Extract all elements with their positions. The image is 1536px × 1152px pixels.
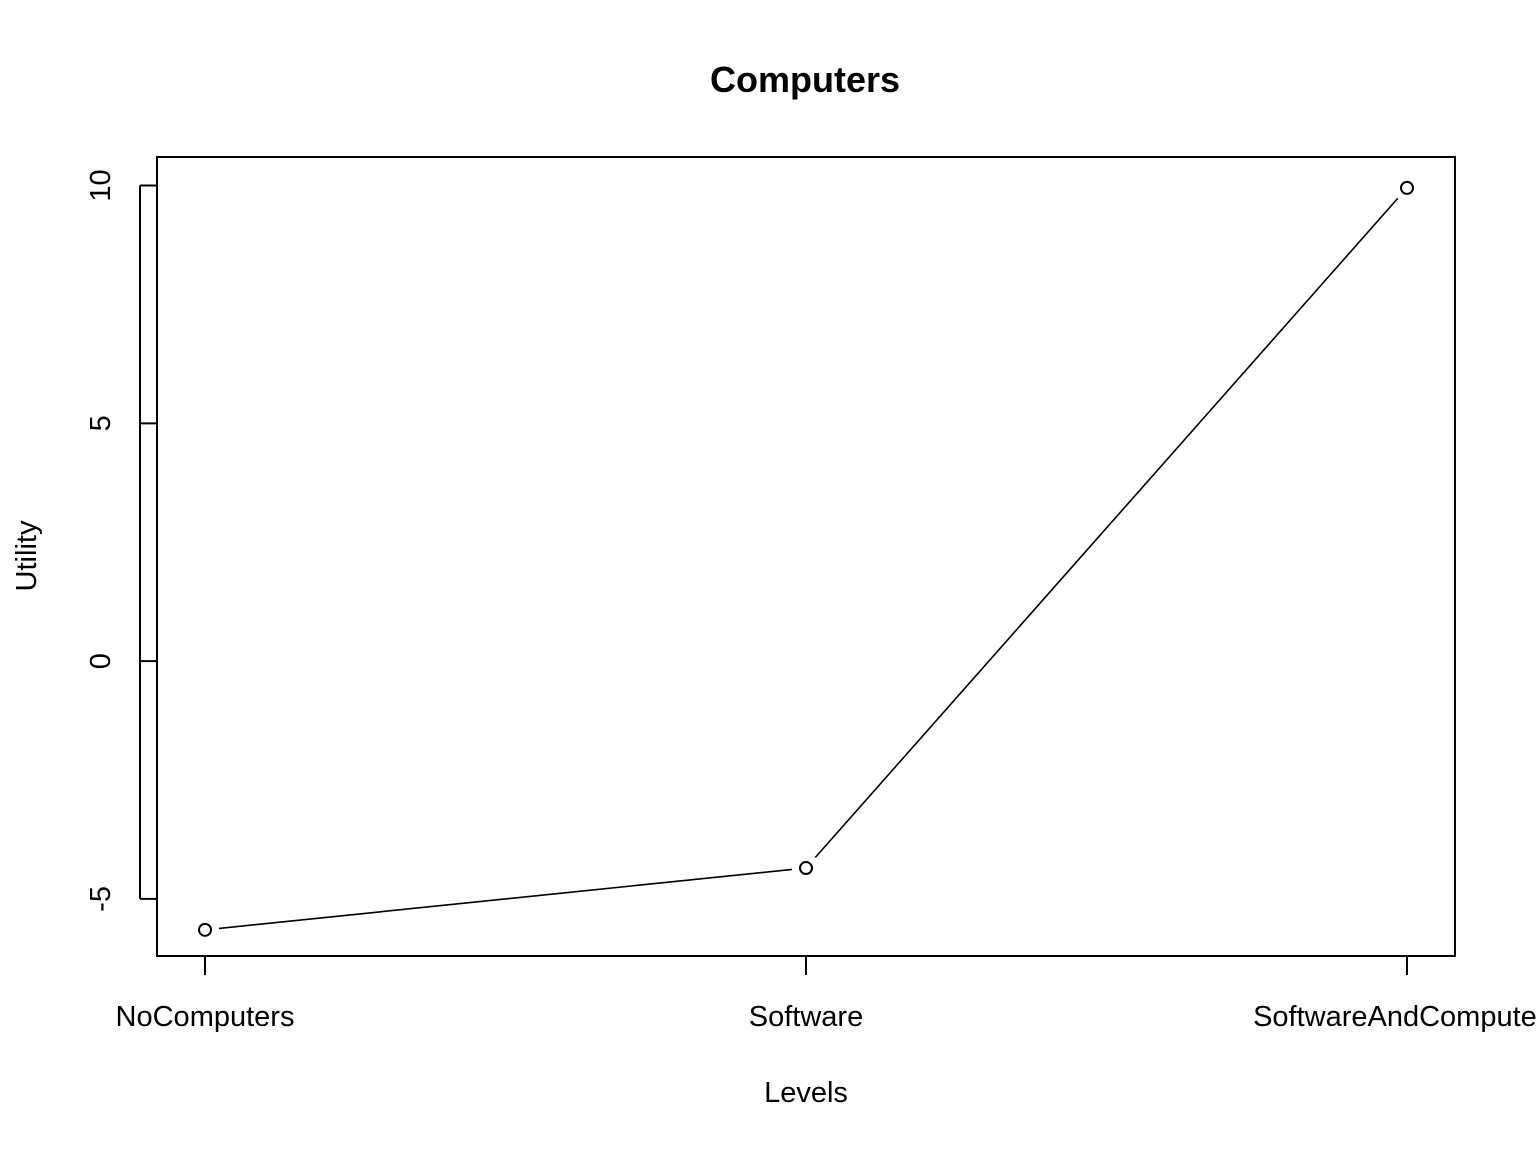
y-axis: -5 0 5 10 [85,169,157,912]
y-tick-label: 0 [85,653,117,669]
data-point [799,861,813,876]
y-tick-label: 5 [85,415,117,431]
x-tick-label: NoComputers [116,1001,295,1033]
y-tick-label: -5 [85,886,117,912]
plot-frame [156,156,1456,957]
x-axis: NoComputers Software SoftwareAndComputers [116,956,1536,1033]
series-line-segment [218,868,793,930]
x-tick-label: SoftwareAndComputers [1253,1001,1536,1033]
y-axis-label: Utility [11,520,43,591]
series-line-segment [814,197,1399,859]
data-point [1400,180,1414,195]
chart-title: Computers [710,59,900,100]
x-tick-label: Software [749,1001,863,1033]
x-axis-label: Levels [764,1077,848,1109]
data-point [198,922,212,937]
y-tick-label: 10 [85,169,117,201]
series-layer [198,180,1414,937]
